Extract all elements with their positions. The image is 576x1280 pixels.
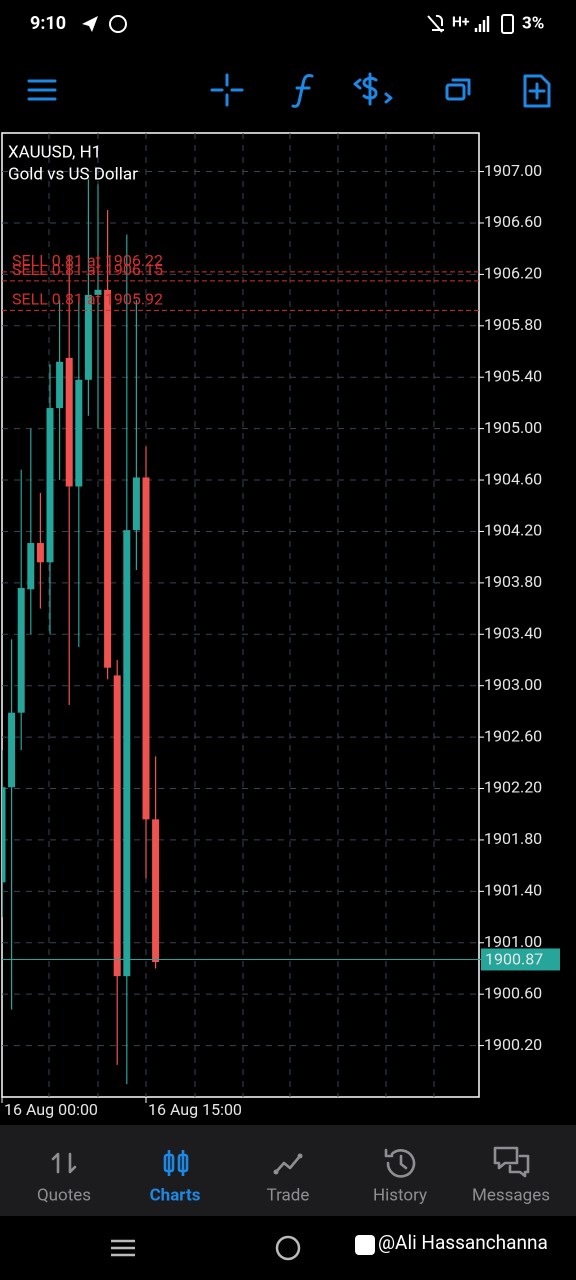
price-label: 1900.87 — [485, 950, 543, 969]
candle-body — [17, 588, 25, 713]
candle-body — [142, 477, 150, 820]
y-tick-label: 1902.60 — [484, 726, 542, 745]
trade-icon — [273, 1153, 303, 1175]
history-icon — [384, 1148, 416, 1178]
x-tick-label: 16 Aug 15:00 — [148, 1100, 242, 1119]
recents-button[interactable] — [111, 1239, 135, 1257]
y-tick-label: 1902.20 — [484, 778, 542, 797]
tab-label[interactable]: Charts — [150, 1185, 201, 1205]
order-label: SELL 0.81 at 1906.22 — [12, 251, 163, 270]
tab-label[interactable]: History — [373, 1185, 427, 1205]
candle-body — [123, 530, 131, 977]
candle-body — [75, 379, 83, 487]
y-tick-label: 1906.20 — [484, 264, 542, 283]
y-tick-label: 1903.80 — [484, 572, 542, 591]
y-tick-label: 1904.20 — [484, 521, 542, 540]
tab-label[interactable]: Trade — [267, 1185, 310, 1205]
candle-body — [84, 294, 92, 380]
chart-title: XAUUSD, H1 — [8, 142, 101, 162]
y-tick-label: 1907.00 — [484, 161, 542, 180]
windows-button[interactable] — [445, 78, 471, 101]
y-tick-label: 1901.40 — [484, 881, 542, 900]
candle-body — [56, 361, 64, 409]
y-tick-label: 1900.60 — [484, 983, 542, 1002]
new-order-button[interactable] — [523, 74, 551, 108]
watermark: @Ali Hassanchanna — [378, 1231, 548, 1254]
candle-body — [27, 543, 35, 590]
chart-frame — [1, 132, 480, 1098]
telegram-icon — [82, 16, 98, 32]
y-tick-label: 1906.60 — [484, 212, 542, 231]
facebook-icon — [355, 1235, 375, 1255]
b-icon — [109, 15, 127, 33]
y-tick-label: 1900.20 — [484, 1035, 542, 1054]
network: H+ — [452, 15, 470, 31]
quotes-icon — [51, 1152, 77, 1174]
indicators-button[interactable] — [291, 74, 314, 108]
candle-body — [94, 289, 102, 295]
battery: 3% — [522, 13, 544, 33]
menu-button[interactable] — [27, 79, 57, 101]
candle-body — [2, 787, 6, 883]
signal-icon — [474, 16, 490, 32]
tab-label[interactable]: Quotes — [37, 1185, 91, 1205]
candle-body — [104, 289, 112, 668]
y-tick-label: 1901.00 — [484, 932, 542, 951]
order-label: SELL 0.81 at 1905.92 — [12, 290, 163, 309]
y-tick-label: 1905.00 — [484, 418, 542, 437]
mute-icon — [427, 14, 444, 33]
candle-body — [65, 357, 73, 487]
battery-icon — [501, 14, 514, 34]
candle-body — [132, 477, 140, 531]
clock: 9:10 — [30, 13, 66, 34]
price-tag — [481, 948, 560, 971]
y-tick-label: 1904.60 — [484, 469, 542, 488]
order-label: SELL 0.81 at 1906.15 — [12, 260, 163, 279]
y-tick-label: 1903.00 — [484, 675, 542, 694]
charts-icon — [163, 1150, 189, 1176]
trade-button[interactable] — [353, 72, 393, 106]
tab-label[interactable]: Messages — [472, 1185, 550, 1205]
candle-body — [113, 675, 121, 977]
x-tick-label: 16 Aug 00:00 — [4, 1100, 98, 1119]
y-tick-label: 1901.80 — [484, 829, 542, 848]
y-tick-label: 1903.40 — [484, 623, 542, 642]
candle-body — [152, 819, 160, 963]
candle-body — [36, 543, 44, 563]
y-tick-label: 1905.80 — [484, 315, 542, 334]
home-button[interactable] — [275, 1235, 301, 1261]
y-tick-label: 1905.40 — [484, 366, 542, 385]
crosshair-button[interactable] — [210, 73, 244, 107]
messages-icon — [493, 1146, 530, 1178]
candle-body — [8, 712, 16, 788]
chart-subtitle: Gold vs US Dollar — [8, 164, 138, 184]
candle-body — [46, 408, 54, 563]
tab-bar — [0, 1125, 576, 1216]
